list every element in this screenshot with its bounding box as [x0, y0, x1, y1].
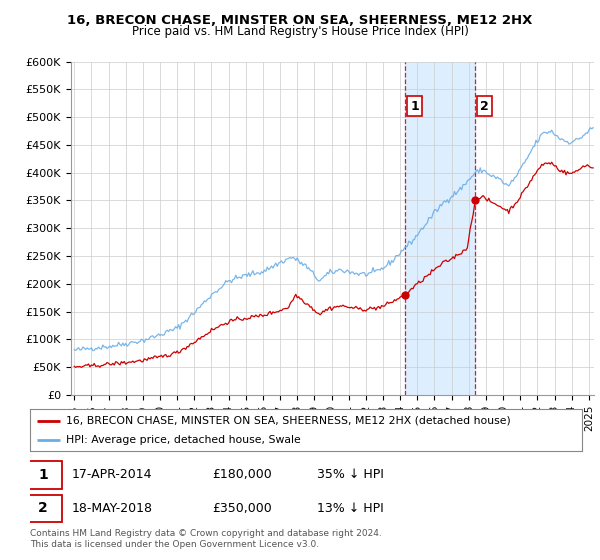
Text: HPI: Average price, detached house, Swale: HPI: Average price, detached house, Swal… — [66, 435, 301, 445]
Text: Contains HM Land Registry data © Crown copyright and database right 2024.
This d: Contains HM Land Registry data © Crown c… — [30, 529, 382, 549]
FancyBboxPatch shape — [25, 461, 62, 489]
FancyBboxPatch shape — [25, 494, 62, 522]
Text: 35% ↓ HPI: 35% ↓ HPI — [317, 468, 384, 481]
Text: 18-MAY-2018: 18-MAY-2018 — [71, 502, 152, 515]
Text: 2: 2 — [38, 501, 48, 515]
Bar — [405, 62, 475, 395]
Text: 1: 1 — [38, 468, 48, 482]
Text: Price paid vs. HM Land Registry's House Price Index (HPI): Price paid vs. HM Land Registry's House … — [131, 25, 469, 38]
Text: 1: 1 — [410, 100, 419, 113]
Text: 16, BRECON CHASE, MINSTER ON SEA, SHEERNESS, ME12 2HX (detached house): 16, BRECON CHASE, MINSTER ON SEA, SHEERN… — [66, 416, 511, 426]
Text: 17-APR-2014: 17-APR-2014 — [71, 468, 152, 481]
Text: £350,000: £350,000 — [212, 502, 272, 515]
Text: 2: 2 — [481, 100, 489, 113]
Text: 16, BRECON CHASE, MINSTER ON SEA, SHEERNESS, ME12 2HX: 16, BRECON CHASE, MINSTER ON SEA, SHEERN… — [67, 14, 533, 27]
Text: 13% ↓ HPI: 13% ↓ HPI — [317, 502, 384, 515]
Text: £180,000: £180,000 — [212, 468, 272, 481]
